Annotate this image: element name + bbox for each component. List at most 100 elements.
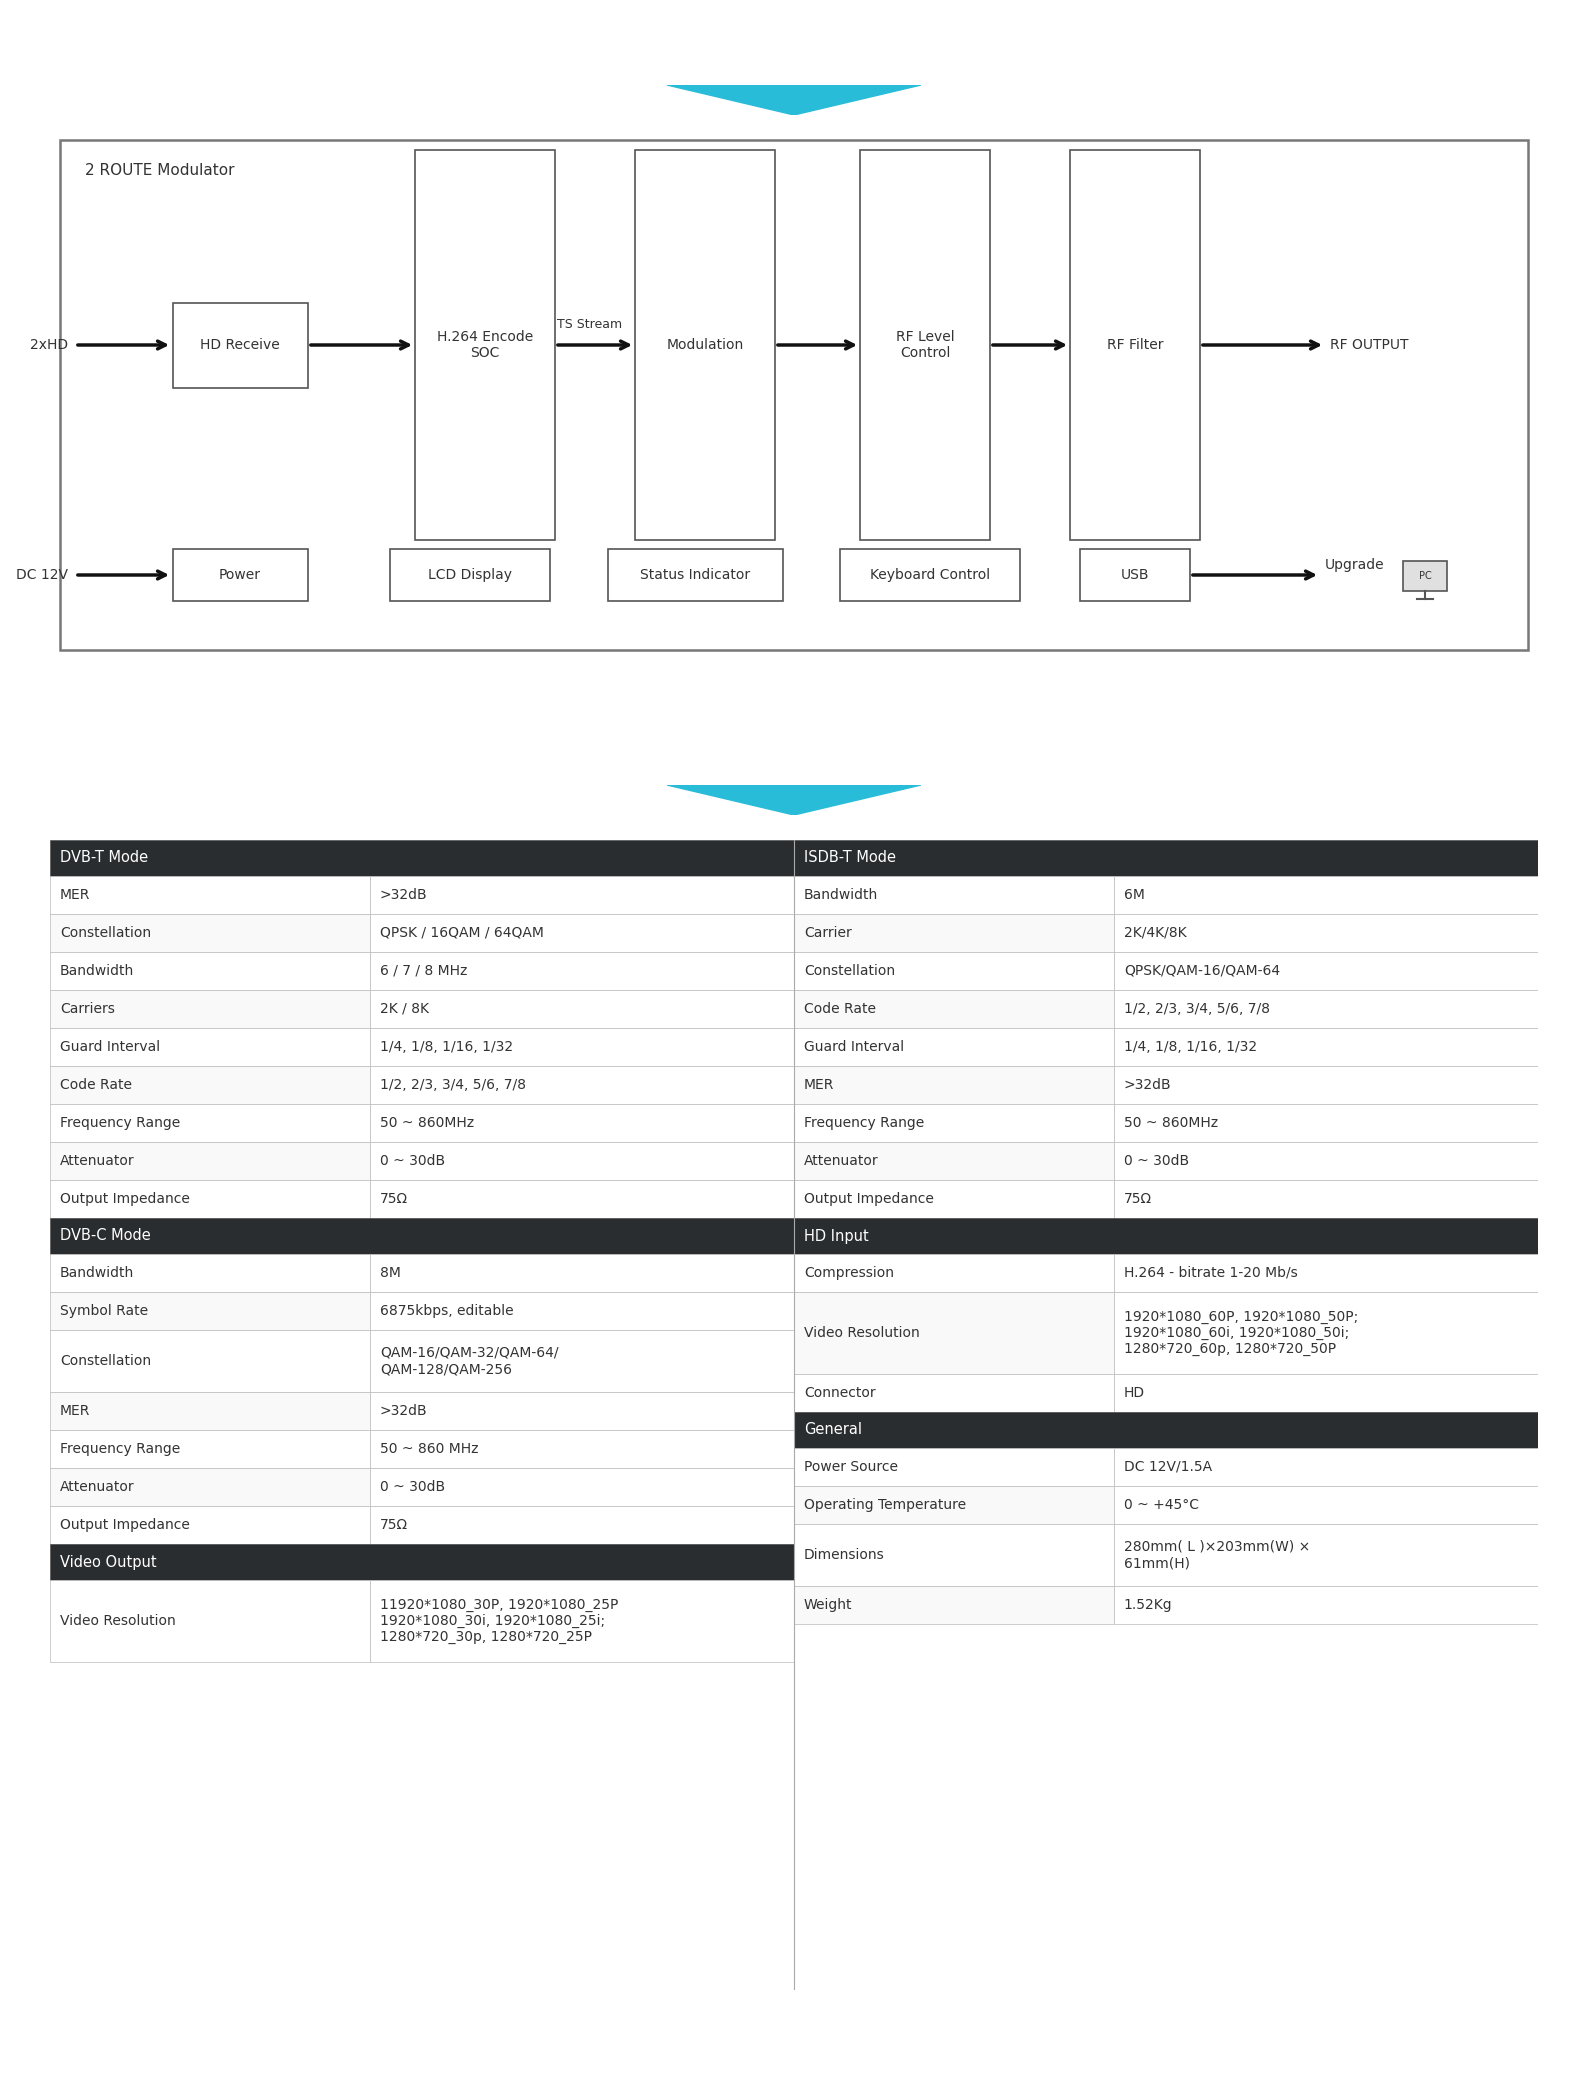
Bar bbox=[49, 840, 794, 875]
Bar bbox=[794, 1141, 1113, 1181]
Text: Output Impedance: Output Impedance bbox=[60, 1518, 191, 1533]
Bar bbox=[1113, 1104, 1539, 1141]
Text: Operating Temperature: Operating Temperature bbox=[804, 1497, 966, 1512]
Polygon shape bbox=[667, 785, 921, 815]
Bar bbox=[370, 953, 794, 990]
Text: Weight: Weight bbox=[804, 1598, 853, 1612]
Text: 2 ROUTE Modulator: 2 ROUTE Modulator bbox=[86, 163, 235, 178]
Text: 1/2, 2/3, 3/4, 5/6, 7/8: 1/2, 2/3, 3/4, 5/6, 7/8 bbox=[1124, 1003, 1270, 1016]
Bar bbox=[370, 1506, 794, 1543]
Bar bbox=[49, 875, 370, 913]
Bar bbox=[840, 549, 1019, 601]
Bar bbox=[49, 1543, 794, 1581]
Text: TS Stream: TS Stream bbox=[557, 318, 622, 331]
Text: 280mm( L )×203mm(W) ×
61mm(H): 280mm( L )×203mm(W) × 61mm(H) bbox=[1124, 1539, 1310, 1570]
Bar bbox=[1404, 561, 1447, 591]
Bar bbox=[1080, 549, 1189, 601]
Text: Frequency Range: Frequency Range bbox=[804, 1116, 924, 1131]
Text: H.264 - bitrate 1-20 Mb/s: H.264 - bitrate 1-20 Mb/s bbox=[1124, 1267, 1297, 1279]
Text: Output Impedance: Output Impedance bbox=[804, 1191, 934, 1206]
Text: 1.52Kg: 1.52Kg bbox=[1124, 1598, 1172, 1612]
Bar bbox=[49, 1181, 370, 1219]
Text: Modulation: Modulation bbox=[667, 337, 743, 352]
Text: Keyboard Control: Keyboard Control bbox=[870, 567, 989, 582]
Bar bbox=[794, 1028, 1113, 1066]
Text: Attenuator: Attenuator bbox=[60, 1154, 135, 1168]
Text: Frequency Range: Frequency Range bbox=[60, 1116, 181, 1131]
Text: 50 ~ 860MHz: 50 ~ 860MHz bbox=[1124, 1116, 1218, 1131]
Bar bbox=[49, 953, 370, 990]
Bar bbox=[794, 913, 1113, 953]
Bar bbox=[49, 1430, 370, 1468]
Text: Guard Interval: Guard Interval bbox=[804, 1041, 904, 1053]
Text: 0 ~ 30dB: 0 ~ 30dB bbox=[380, 1154, 445, 1168]
Bar bbox=[1113, 1028, 1539, 1066]
Bar bbox=[794, 840, 1539, 875]
Text: RF Filter: RF Filter bbox=[1107, 337, 1164, 352]
Text: QPSK/QAM-16/QAM-64: QPSK/QAM-16/QAM-64 bbox=[1124, 963, 1280, 978]
Bar bbox=[370, 1104, 794, 1141]
Text: 50 ~ 860 MHz: 50 ~ 860 MHz bbox=[380, 1443, 478, 1455]
Bar bbox=[49, 1254, 370, 1292]
Text: ISDB-T Mode: ISDB-T Mode bbox=[804, 850, 896, 865]
Text: Constellation: Constellation bbox=[60, 926, 151, 940]
Bar bbox=[370, 1468, 794, 1506]
Bar bbox=[370, 1292, 794, 1330]
Text: HD Receive: HD Receive bbox=[200, 337, 279, 352]
Text: 6 / 7 / 8 MHz: 6 / 7 / 8 MHz bbox=[380, 963, 467, 978]
Text: >32dB: >32dB bbox=[380, 1403, 427, 1418]
Bar bbox=[49, 1581, 370, 1663]
Bar bbox=[370, 875, 794, 913]
Bar bbox=[794, 875, 1113, 913]
Bar bbox=[794, 1219, 1539, 1254]
Text: >32dB: >32dB bbox=[380, 888, 427, 903]
Text: Code Rate: Code Rate bbox=[804, 1003, 877, 1016]
Bar bbox=[49, 913, 370, 953]
Text: Video Output: Video Output bbox=[60, 1554, 157, 1570]
Text: H.264 Encode
SOC: H.264 Encode SOC bbox=[437, 331, 534, 360]
Text: RF OUTPUT: RF OUTPUT bbox=[1331, 337, 1409, 352]
Text: Upgrade: Upgrade bbox=[1324, 557, 1385, 572]
Text: DC 12V/1.5A: DC 12V/1.5A bbox=[1124, 1460, 1212, 1474]
Text: Video Resolution: Video Resolution bbox=[60, 1614, 176, 1627]
Bar bbox=[370, 1393, 794, 1430]
Text: FUNCTIONAL BLOCK DIAGRAM: FUNCTIONAL BLOCK DIAGRAM bbox=[416, 27, 1172, 71]
Text: 6875kbps, editable: 6875kbps, editable bbox=[380, 1305, 513, 1317]
Bar bbox=[49, 1028, 370, 1066]
Text: Video Resolution: Video Resolution bbox=[804, 1326, 919, 1340]
Text: HD: HD bbox=[1124, 1386, 1145, 1401]
Text: >32dB: >32dB bbox=[1124, 1078, 1172, 1091]
Bar bbox=[794, 1181, 1113, 1219]
Bar bbox=[49, 1141, 370, 1181]
Text: RF Level
Control: RF Level Control bbox=[896, 331, 954, 360]
Text: Constellation: Constellation bbox=[60, 1355, 151, 1367]
Bar bbox=[49, 1219, 794, 1254]
Text: 75Ω: 75Ω bbox=[380, 1518, 408, 1533]
Text: LCD Display: LCD Display bbox=[429, 567, 511, 582]
Bar bbox=[794, 1374, 1113, 1411]
Bar bbox=[414, 151, 554, 540]
Text: Power: Power bbox=[219, 567, 260, 582]
Bar bbox=[1113, 1585, 1539, 1625]
Bar bbox=[370, 1181, 794, 1219]
Text: Bandwidth: Bandwidth bbox=[60, 963, 135, 978]
Bar bbox=[1113, 1141, 1539, 1181]
Bar bbox=[173, 549, 308, 601]
Bar bbox=[49, 1104, 370, 1141]
Text: Output Impedance: Output Impedance bbox=[60, 1191, 191, 1206]
Text: Guard Interval: Guard Interval bbox=[60, 1041, 160, 1053]
Bar bbox=[794, 953, 1113, 990]
Bar bbox=[49, 1292, 370, 1330]
Bar bbox=[794, 1104, 1113, 1141]
Text: 1/4, 1/8, 1/16, 1/32: 1/4, 1/8, 1/16, 1/32 bbox=[380, 1041, 513, 1053]
Text: QPSK / 16QAM / 64QAM: QPSK / 16QAM / 64QAM bbox=[380, 926, 543, 940]
Bar bbox=[1113, 1254, 1539, 1292]
Text: General: General bbox=[804, 1422, 862, 1436]
Text: QAM-16/QAM-32/QAM-64/
QAM-128/QAM-256: QAM-16/QAM-32/QAM-64/ QAM-128/QAM-256 bbox=[380, 1346, 559, 1376]
Bar bbox=[794, 990, 1113, 1028]
Text: MER: MER bbox=[60, 1403, 91, 1418]
Bar bbox=[794, 1585, 1113, 1625]
Text: DVB-T Mode: DVB-T Mode bbox=[60, 850, 148, 865]
Text: Dimensions: Dimensions bbox=[804, 1547, 885, 1562]
Text: 2xHD: 2xHD bbox=[30, 337, 68, 352]
